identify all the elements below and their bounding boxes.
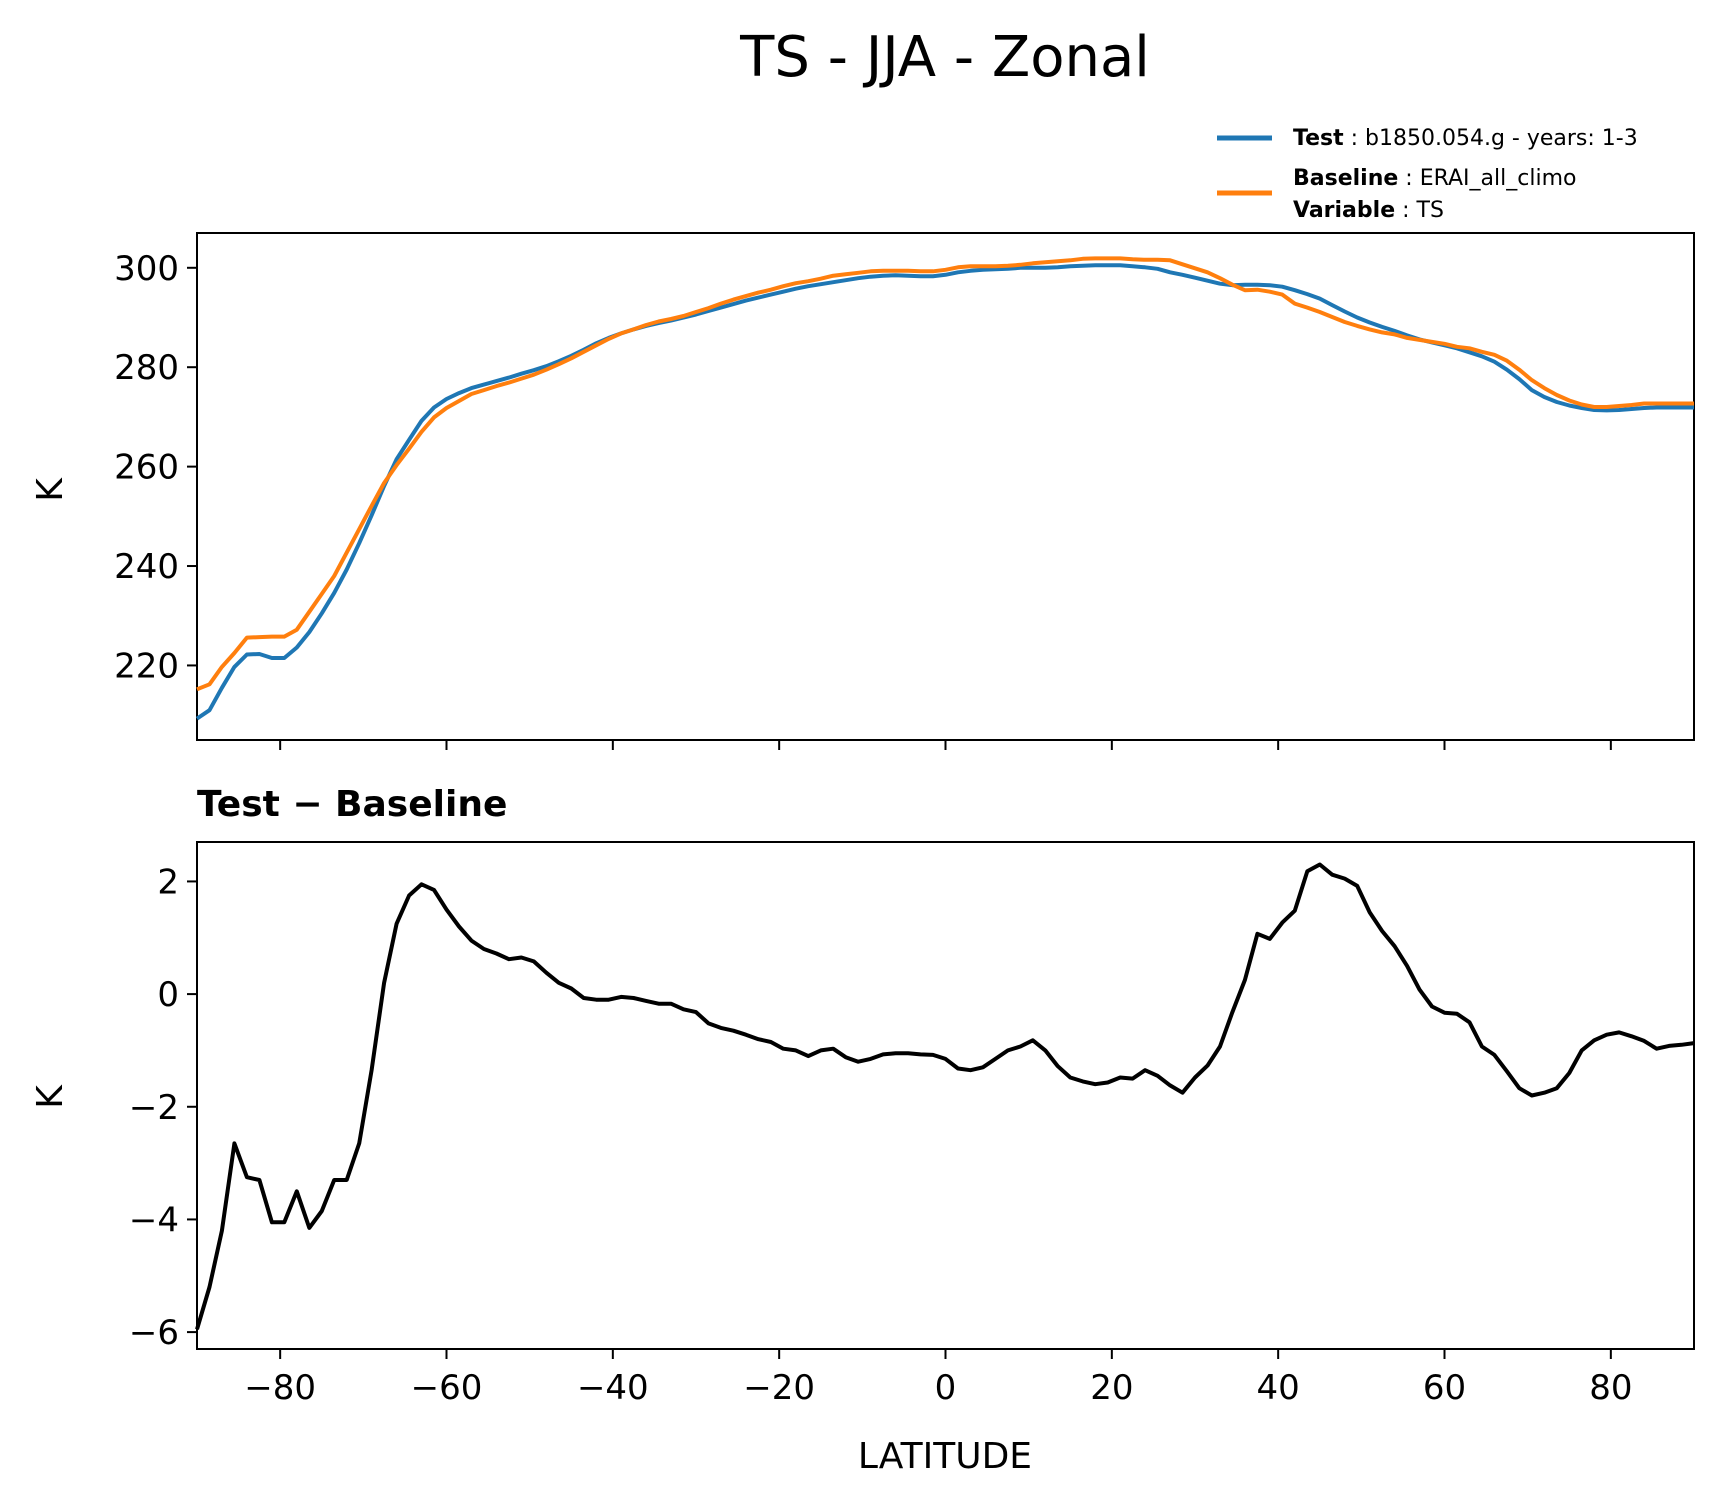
chart-title: TS - JJA - Zonal	[739, 25, 1150, 90]
bottom-y-tick-label: −4	[129, 1200, 179, 1240]
bottom-x-axis: −80 −60 −40 −20 0 20 40 60 80	[244, 1349, 1632, 1408]
bottom-x-tick-label: 20	[1090, 1368, 1133, 1408]
bottom-x-tick-label: −20	[743, 1368, 815, 1408]
top-y-axis-label: K	[30, 477, 71, 502]
legend-variable-text: TS	[1416, 198, 1444, 223]
bottom-x-tick-label: −80	[244, 1368, 316, 1408]
legend-baseline-entry: Baseline : ERAI_all_climo	[1293, 166, 1576, 191]
bottom-x-tick-label: 60	[1423, 1368, 1466, 1408]
top-x-axis	[279, 740, 1612, 750]
top-y-tick-label: 240	[114, 547, 179, 587]
bottom-y-tick-label: −6	[129, 1313, 179, 1353]
bottom-x-tick-label: 80	[1589, 1368, 1632, 1408]
legend-test-separator: :	[1344, 126, 1365, 151]
top-y-tick-label: 280	[114, 348, 179, 388]
bottom-y-axis: −6 −4 −2 0 2	[129, 862, 197, 1353]
bottom-x-tick-label: 40	[1257, 1368, 1300, 1408]
bottom-y-tick-label: 0	[157, 975, 179, 1015]
bottom-panel-title: Test − Baseline	[197, 784, 507, 825]
bottom-x-tick-label: −60	[411, 1368, 483, 1408]
top-y-axis: 220 240 260 280 300	[114, 249, 197, 686]
bottom-x-tick-label: −40	[577, 1368, 649, 1408]
legend-variable-separator: :	[1395, 198, 1416, 223]
bottom-y-tick-label: −2	[129, 1088, 179, 1128]
bottom-panel: Test − Baseline −6−4−202 −80 −60 −40 −20 0 20…	[30, 784, 1695, 1477]
bottom-x-tick-label: 0	[935, 1368, 957, 1408]
bottom-series-group	[195, 862, 1695, 1330]
legend: Test : b1850.054.g - years: 1-3 Baseline…	[1217, 126, 1638, 223]
legend-test-key: Test	[1293, 126, 1344, 151]
legend-variable-key: Variable	[1293, 198, 1395, 223]
legend-baseline-text: ERAI_all_climo	[1420, 166, 1577, 191]
baseline-series-line	[196, 256, 1694, 692]
top-y-tick-label: 260	[114, 448, 179, 488]
legend-baseline-separator: :	[1398, 166, 1419, 191]
top-y-tick-label: 220	[114, 646, 179, 686]
top-y-tick-label: 300	[114, 249, 179, 289]
top-series-group	[195, 256, 1694, 721]
legend-test-entry: Test : b1850.054.g - years: 1-3	[1293, 126, 1638, 151]
legend-variable-entry: Variable : TS	[1293, 198, 1444, 223]
legend-test-text: b1850.054.g - years: 1-3	[1365, 126, 1638, 151]
x-axis-label: LATITUDE	[858, 1436, 1032, 1477]
bottom-y-axis-label: K	[30, 1084, 71, 1109]
top-panel: 220 240 260 280 300 K	[30, 232, 1695, 750]
bottom-y-tick-label: 2	[157, 862, 179, 902]
difference-series-line	[195, 862, 1695, 1330]
legend-baseline-key: Baseline	[1293, 166, 1398, 191]
